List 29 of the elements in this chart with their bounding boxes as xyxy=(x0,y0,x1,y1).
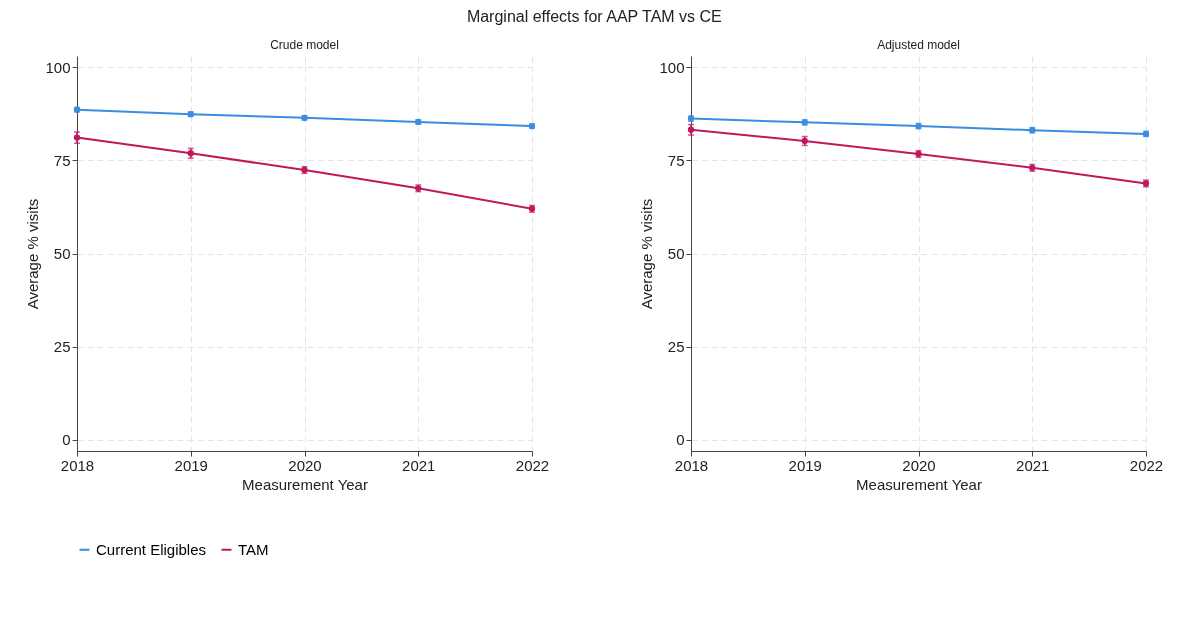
legend-label: TAM xyxy=(238,540,269,558)
y-tick-label: 25 xyxy=(667,338,685,356)
y-tick-label: 0 xyxy=(676,431,685,449)
y-tick-label: 50 xyxy=(667,245,685,262)
x-tick-label: 2018 xyxy=(674,456,709,474)
y-tick-label: 50 xyxy=(53,245,71,262)
legend-label: Current Eligibles xyxy=(96,540,207,558)
text: Marginal effects for AAP TAM vs CE xyxy=(466,8,722,25)
chart-subtitle: Crude model xyxy=(270,38,339,52)
y-tick-label: 0 xyxy=(62,431,71,449)
x-axis-title: Measurement Year xyxy=(242,475,368,493)
x-tick-label: 2018 xyxy=(60,456,95,474)
x-tick-label: 2022 xyxy=(515,456,550,474)
y-axis-title: Average % visits xyxy=(638,198,656,310)
x-tick-label: 2019 xyxy=(174,456,208,474)
y-tick-label: 75 xyxy=(667,151,685,169)
x-tick-label: 2022 xyxy=(1129,456,1164,474)
y-tick-label: 100 xyxy=(45,58,71,76)
y-tick-label: 100 xyxy=(659,58,685,76)
y-axis-title: Average % visits xyxy=(24,198,42,310)
x-tick-label: 2020 xyxy=(288,456,322,474)
x-tick-label: 2021 xyxy=(402,456,436,474)
x-tick-label: 2019 xyxy=(788,456,822,474)
x-tick-label: 2020 xyxy=(902,456,936,474)
y-tick-label: 25 xyxy=(53,338,71,356)
x-axis-title: Measurement Year xyxy=(856,475,982,493)
y-tick-label: 75 xyxy=(53,151,71,169)
chart-subtitle: Adjusted model xyxy=(877,38,960,52)
x-tick-label: 2021 xyxy=(1016,456,1050,474)
